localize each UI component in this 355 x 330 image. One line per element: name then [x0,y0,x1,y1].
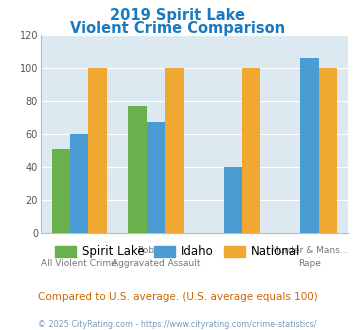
Text: Aggravated Assault: Aggravated Assault [112,259,200,268]
Bar [88,68,107,233]
Bar [70,134,88,233]
Bar [129,106,147,233]
Bar [51,148,70,233]
Text: Murder & Mans...: Murder & Mans... [271,246,348,255]
Text: Compared to U.S. average. (U.S. average equals 100): Compared to U.S. average. (U.S. average … [38,292,317,302]
Text: Rape: Rape [298,259,321,268]
Bar [224,167,242,233]
Text: Violent Crime Comparison: Violent Crime Comparison [70,21,285,36]
Text: 2019 Spirit Lake: 2019 Spirit Lake [110,8,245,23]
Bar [319,68,337,233]
Legend: Spirit Lake, Idaho, National: Spirit Lake, Idaho, National [50,241,305,263]
Bar [165,68,184,233]
Text: All Violent Crime: All Violent Crime [41,259,117,268]
Text: Robbery: Robbery [137,246,175,255]
Bar [147,122,165,233]
Bar [300,58,319,233]
Bar [242,68,260,233]
Text: © 2025 CityRating.com - https://www.cityrating.com/crime-statistics/: © 2025 CityRating.com - https://www.city… [38,320,317,329]
